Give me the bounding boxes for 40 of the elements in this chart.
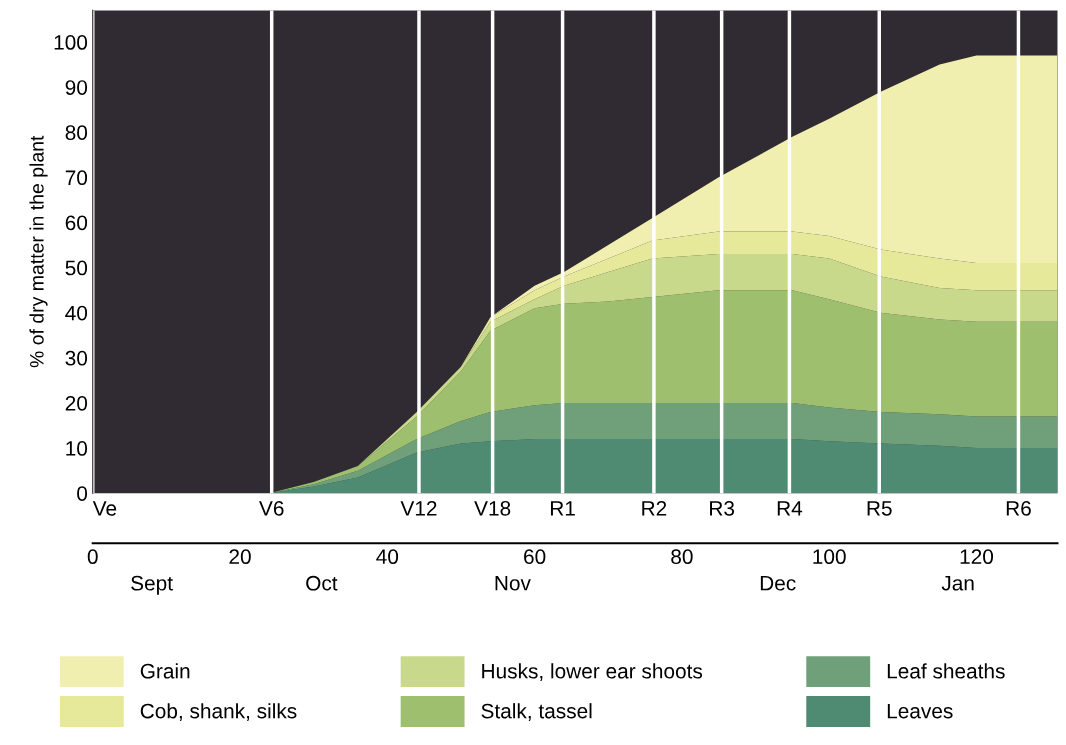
- legend-label: Leaves: [887, 703, 953, 719]
- ref-line-label: R6: [1006, 500, 1031, 516]
- ref-line-label: R1: [550, 501, 575, 516]
- y-tick-label: 70: [65, 170, 88, 186]
- y-tick-label: 20: [65, 395, 88, 411]
- text: Dec: [760, 576, 796, 591]
- legend-label: Husks, lower ear shoots: [482, 663, 703, 681]
- y-tick-label: 40: [65, 305, 88, 321]
- y-tick-label: 0: [77, 486, 88, 501]
- y-tick-label: 80: [65, 125, 88, 140]
- y-tick-label: 60: [65, 215, 88, 231]
- ref-line-label: V12: [400, 500, 437, 516]
- ref-line-label: R5: [867, 501, 892, 516]
- legend-label: Leaf sheaths: [887, 663, 1005, 679]
- y-tick-label: 90: [65, 80, 88, 95]
- y-tick-label: 100: [54, 35, 88, 50]
- legend-label: Grain: [140, 663, 190, 679]
- ref-line-label: V18: [474, 500, 511, 516]
- y-axis-title: % of dry matter in the plant: [29, 135, 48, 368]
- y-tick-label: 50: [65, 260, 88, 276]
- y-tick-label: 30: [65, 350, 88, 366]
- legend-label: Cob, shank, silks: [140, 703, 297, 721]
- ref-line-label: V6: [259, 500, 284, 516]
- ref-line-label: R3: [710, 500, 735, 516]
- text: Jan: [941, 576, 974, 591]
- text: Nov: [495, 576, 531, 591]
- x-tick-label: 40: [376, 549, 399, 565]
- x-tick-label: 100: [813, 549, 846, 565]
- text: Oct: [306, 575, 338, 591]
- x-tick-label: 80: [671, 549, 693, 565]
- ref-line-label: R2: [642, 500, 667, 516]
- x-tick-label: 60: [524, 549, 546, 565]
- x-tick-label: 120: [960, 549, 994, 565]
- ref-line-label: R4: [777, 501, 803, 516]
- legend-label: Stalk, tassel: [481, 703, 592, 721]
- text: Sept: [131, 575, 173, 595]
- x-tick-label: 0: [87, 549, 98, 565]
- y-tick-label: 10: [66, 441, 88, 456]
- x-tick-label: 20: [229, 549, 251, 565]
- ref-line-label: Ve: [92, 501, 117, 516]
